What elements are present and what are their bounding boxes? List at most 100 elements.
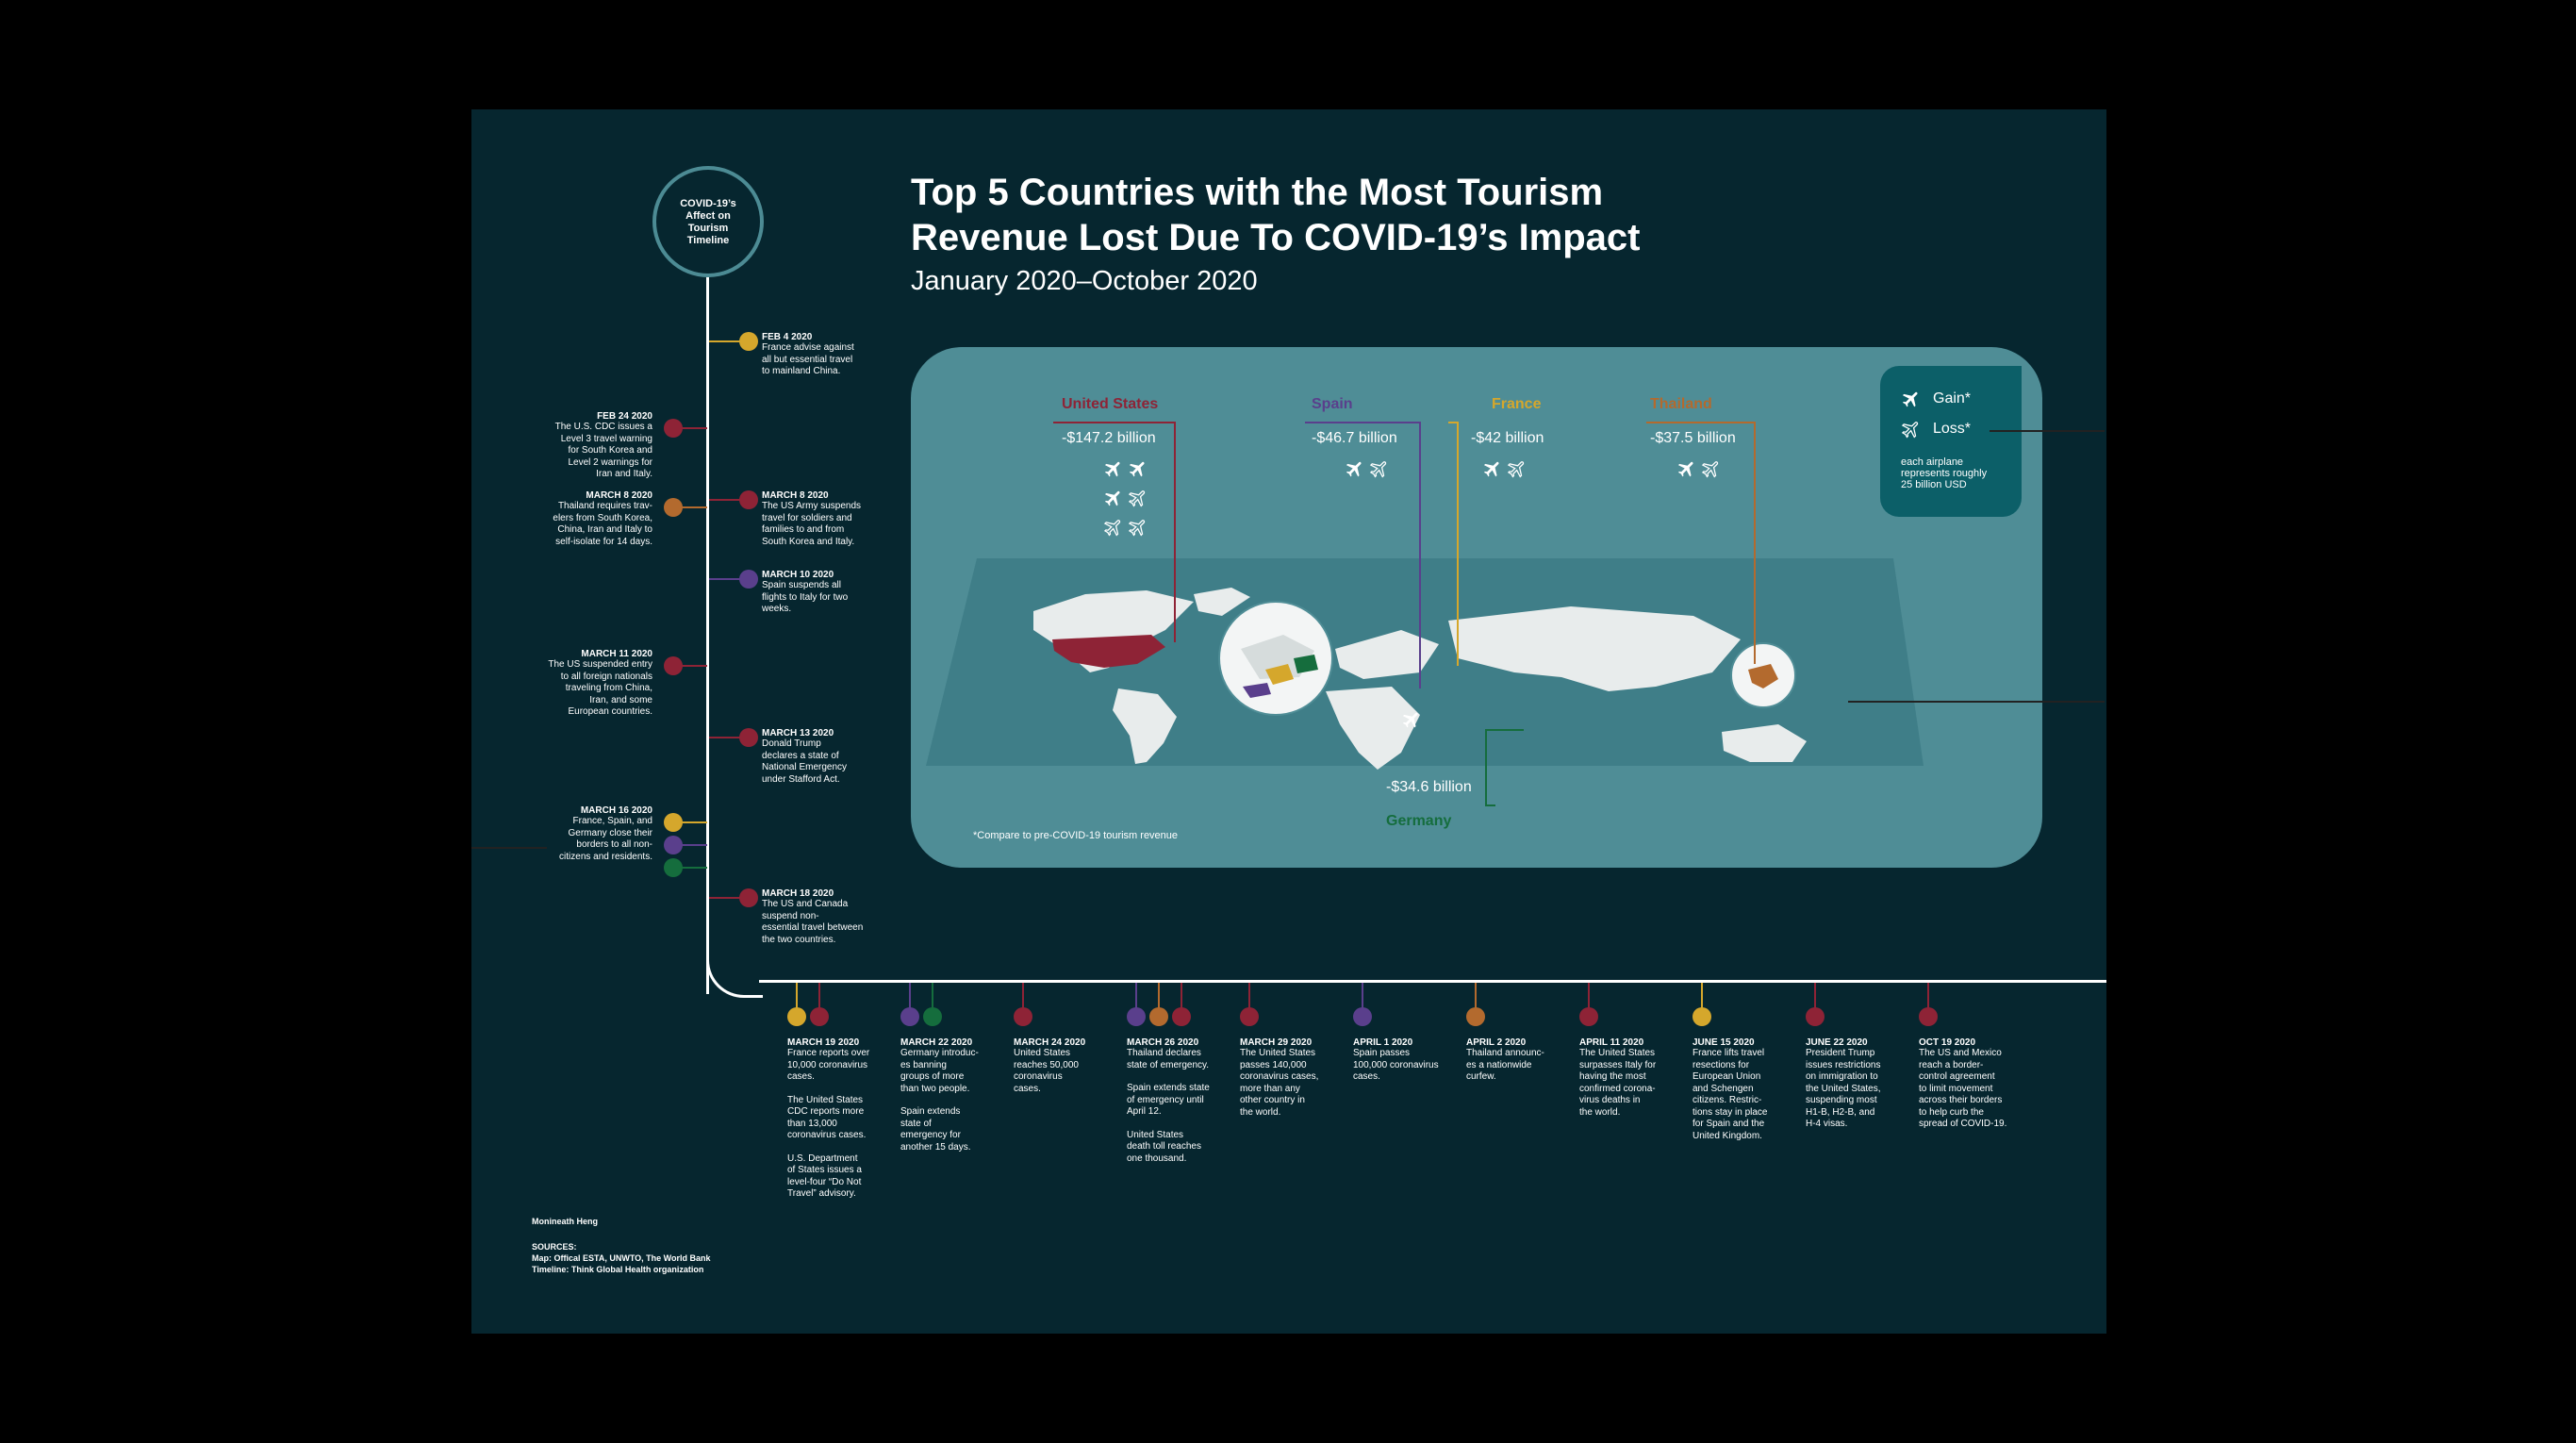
page-title: Top 5 Countries with the Most Tourism Re…	[911, 170, 1759, 260]
thailand-shape	[1748, 664, 1778, 688]
timeline-title-circle: COVID-19’s Affect on Tourism Timeline	[652, 166, 764, 277]
event-dot	[1240, 1007, 1259, 1026]
event-text-line: Iran and Italy.	[596, 469, 652, 479]
event-text-line	[1127, 1119, 1232, 1130]
plane-stack-germany	[1401, 709, 1458, 738]
event-text-line: for South Korea and	[568, 445, 652, 456]
event-date: MARCH 11 2020	[581, 649, 652, 659]
event-text-line: suspend non-	[762, 910, 819, 921]
greenland-shape	[1194, 588, 1250, 616]
event-text-line: essential travel between	[762, 922, 864, 933]
event-text-line: issues restrictions	[1806, 1059, 1881, 1070]
event-text-line: suspending most	[1806, 1095, 1877, 1105]
event-text-line: surpasses Italy for	[1579, 1059, 1657, 1070]
event-dot	[900, 1007, 919, 1026]
timeline-horizontal-line	[759, 980, 2106, 983]
event-text-line: United Kingdom.	[1693, 1130, 1762, 1141]
legend-note: each airplane represents roughly 25 bill…	[1901, 456, 1987, 490]
event-text-line: cases.	[1353, 1071, 1380, 1082]
airplane-filled-icon	[1676, 458, 1697, 484]
event-date: JUNE 15 2020	[1693, 1037, 1755, 1048]
event-text-line: resections for	[1693, 1059, 1750, 1070]
event-dot	[664, 836, 683, 854]
event-text-line: more than any	[1240, 1083, 1300, 1094]
country-name-thailand: Thailand	[1650, 396, 1712, 412]
event-connector	[709, 737, 741, 738]
event-connector	[909, 983, 911, 1011]
event-text-line: Thailand declares	[1127, 1048, 1201, 1058]
event-text-line: The U.S. CDC issues a	[554, 422, 652, 432]
event-dot	[1919, 1007, 1938, 1026]
legend: Gain* Loss* each airplane represents rou…	[1880, 366, 2022, 517]
event-connector	[677, 665, 707, 667]
timeline-event: MARCH 10 2020 Spain suspends all flights t…	[762, 570, 884, 616]
airplane-filled-icon	[1901, 389, 1922, 414]
airplane-outline-icon	[1507, 458, 1527, 484]
legend-pointer-line	[1990, 430, 2105, 432]
event-text-line: National Emergency	[762, 762, 848, 772]
event-text-line: 100,000 coronavirus	[1353, 1059, 1439, 1070]
event-date: MARCH 8 2020	[586, 490, 652, 501]
event-connector	[677, 844, 707, 846]
event-text-line: than two people.	[900, 1083, 970, 1094]
event-text-line: The United States	[1240, 1048, 1316, 1058]
event-date: MARCH 26 2020	[1127, 1037, 1199, 1048]
event-text-line: Travel” advisory.	[787, 1188, 856, 1199]
legend-note-line: 25 billion USD	[1901, 479, 1967, 490]
airplane-filled-icon	[1482, 458, 1503, 484]
loss-value-spain: -$46.7 billion	[1312, 430, 1397, 446]
event-text-line: The US and Canada	[762, 899, 849, 909]
event-text-line: than 13,000	[787, 1118, 837, 1129]
event-text-line: coronavirus cases,	[1240, 1071, 1319, 1082]
airplane-outline-icon	[1128, 517, 1148, 542]
event-connector	[677, 821, 707, 823]
event-text-line: coronavirus	[1014, 1071, 1063, 1082]
event-text-line: Spain suspends all	[762, 580, 841, 590]
title-line-2: Revenue Lost Due To COVID-19’s Impact	[911, 217, 1641, 258]
event-dot	[1579, 1007, 1598, 1026]
event-text-line: borders to all non-	[576, 839, 652, 850]
event-text-line: The US suspended entry	[548, 659, 652, 670]
sources-line: Timeline: Think Global Health organizati…	[532, 1265, 704, 1274]
australia-shape	[1722, 724, 1807, 762]
timeline-event: MARCH 26 2020 Thailand declares state of e…	[1127, 1037, 1232, 1165]
event-text-line: The United States	[787, 1094, 864, 1105]
event-date: FEB 24 2020	[597, 411, 652, 422]
event-text-line: Spain extends	[900, 1106, 961, 1117]
event-text-line: confirmed corona-	[1579, 1083, 1656, 1094]
legend-gain-label: Gain*	[1933, 390, 1972, 406]
legend-note-line: represents roughly	[1901, 468, 1988, 479]
event-connector	[709, 340, 741, 342]
event-connector	[1814, 983, 1816, 1011]
event-text-line: traveling from China,	[565, 683, 652, 693]
france-shape	[1265, 664, 1294, 685]
sources: SOURCES: Map: Offical ESTA, UNWTO, The W…	[532, 1241, 711, 1275]
event-connector	[677, 867, 707, 869]
france-connector	[1448, 422, 1459, 666]
event-text-line: April 12.	[1127, 1106, 1162, 1117]
event-dot	[1466, 1007, 1485, 1026]
event-text-line: all but essential travel	[762, 354, 853, 365]
timeline-curve	[706, 939, 763, 998]
event-connector	[709, 499, 741, 501]
event-text-line: es banning	[900, 1059, 947, 1070]
loss-value-france: -$42 billion	[1471, 430, 1544, 446]
timeline-vertical-line	[706, 277, 709, 994]
event-dot	[739, 728, 758, 747]
timeline-event: FEB 24 2020 The U.S. CDC issues a Level 3 …	[498, 411, 652, 481]
timeline-title-line: Affect on	[685, 210, 731, 222]
event-text-line: The United States	[1579, 1048, 1656, 1058]
event-text-line: Level 3 travel warning	[560, 433, 652, 444]
event-text-line: Spain passes	[1353, 1048, 1411, 1058]
event-text-line	[787, 1142, 893, 1153]
usa-shape	[1052, 635, 1165, 668]
event-text-line: France reports over	[787, 1048, 870, 1058]
event-dot	[1693, 1007, 1711, 1026]
event-text-line: passes 140,000	[1240, 1059, 1307, 1070]
event-text-line: Thailand requires trav-	[557, 501, 652, 511]
author-credit: Monineath Heng	[532, 1217, 598, 1226]
event-text-line: citizens and residents.	[559, 851, 652, 862]
event-text-line: France lifts travel	[1693, 1048, 1765, 1058]
event-connector	[796, 983, 798, 1011]
event-date: APRIL 11 2020	[1579, 1037, 1644, 1048]
